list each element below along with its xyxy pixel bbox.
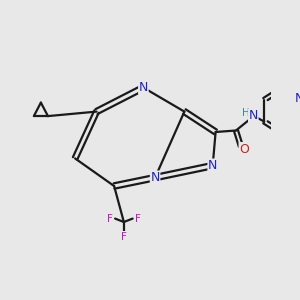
Text: N: N [295,92,300,105]
Text: N: N [150,171,160,184]
Text: O: O [239,142,249,156]
Text: N: N [249,109,258,122]
Text: F: F [121,232,127,242]
Text: N: N [208,159,218,172]
Text: F: F [107,214,113,224]
Text: F: F [135,214,140,224]
Text: H: H [242,107,250,118]
Text: N: N [139,81,148,94]
